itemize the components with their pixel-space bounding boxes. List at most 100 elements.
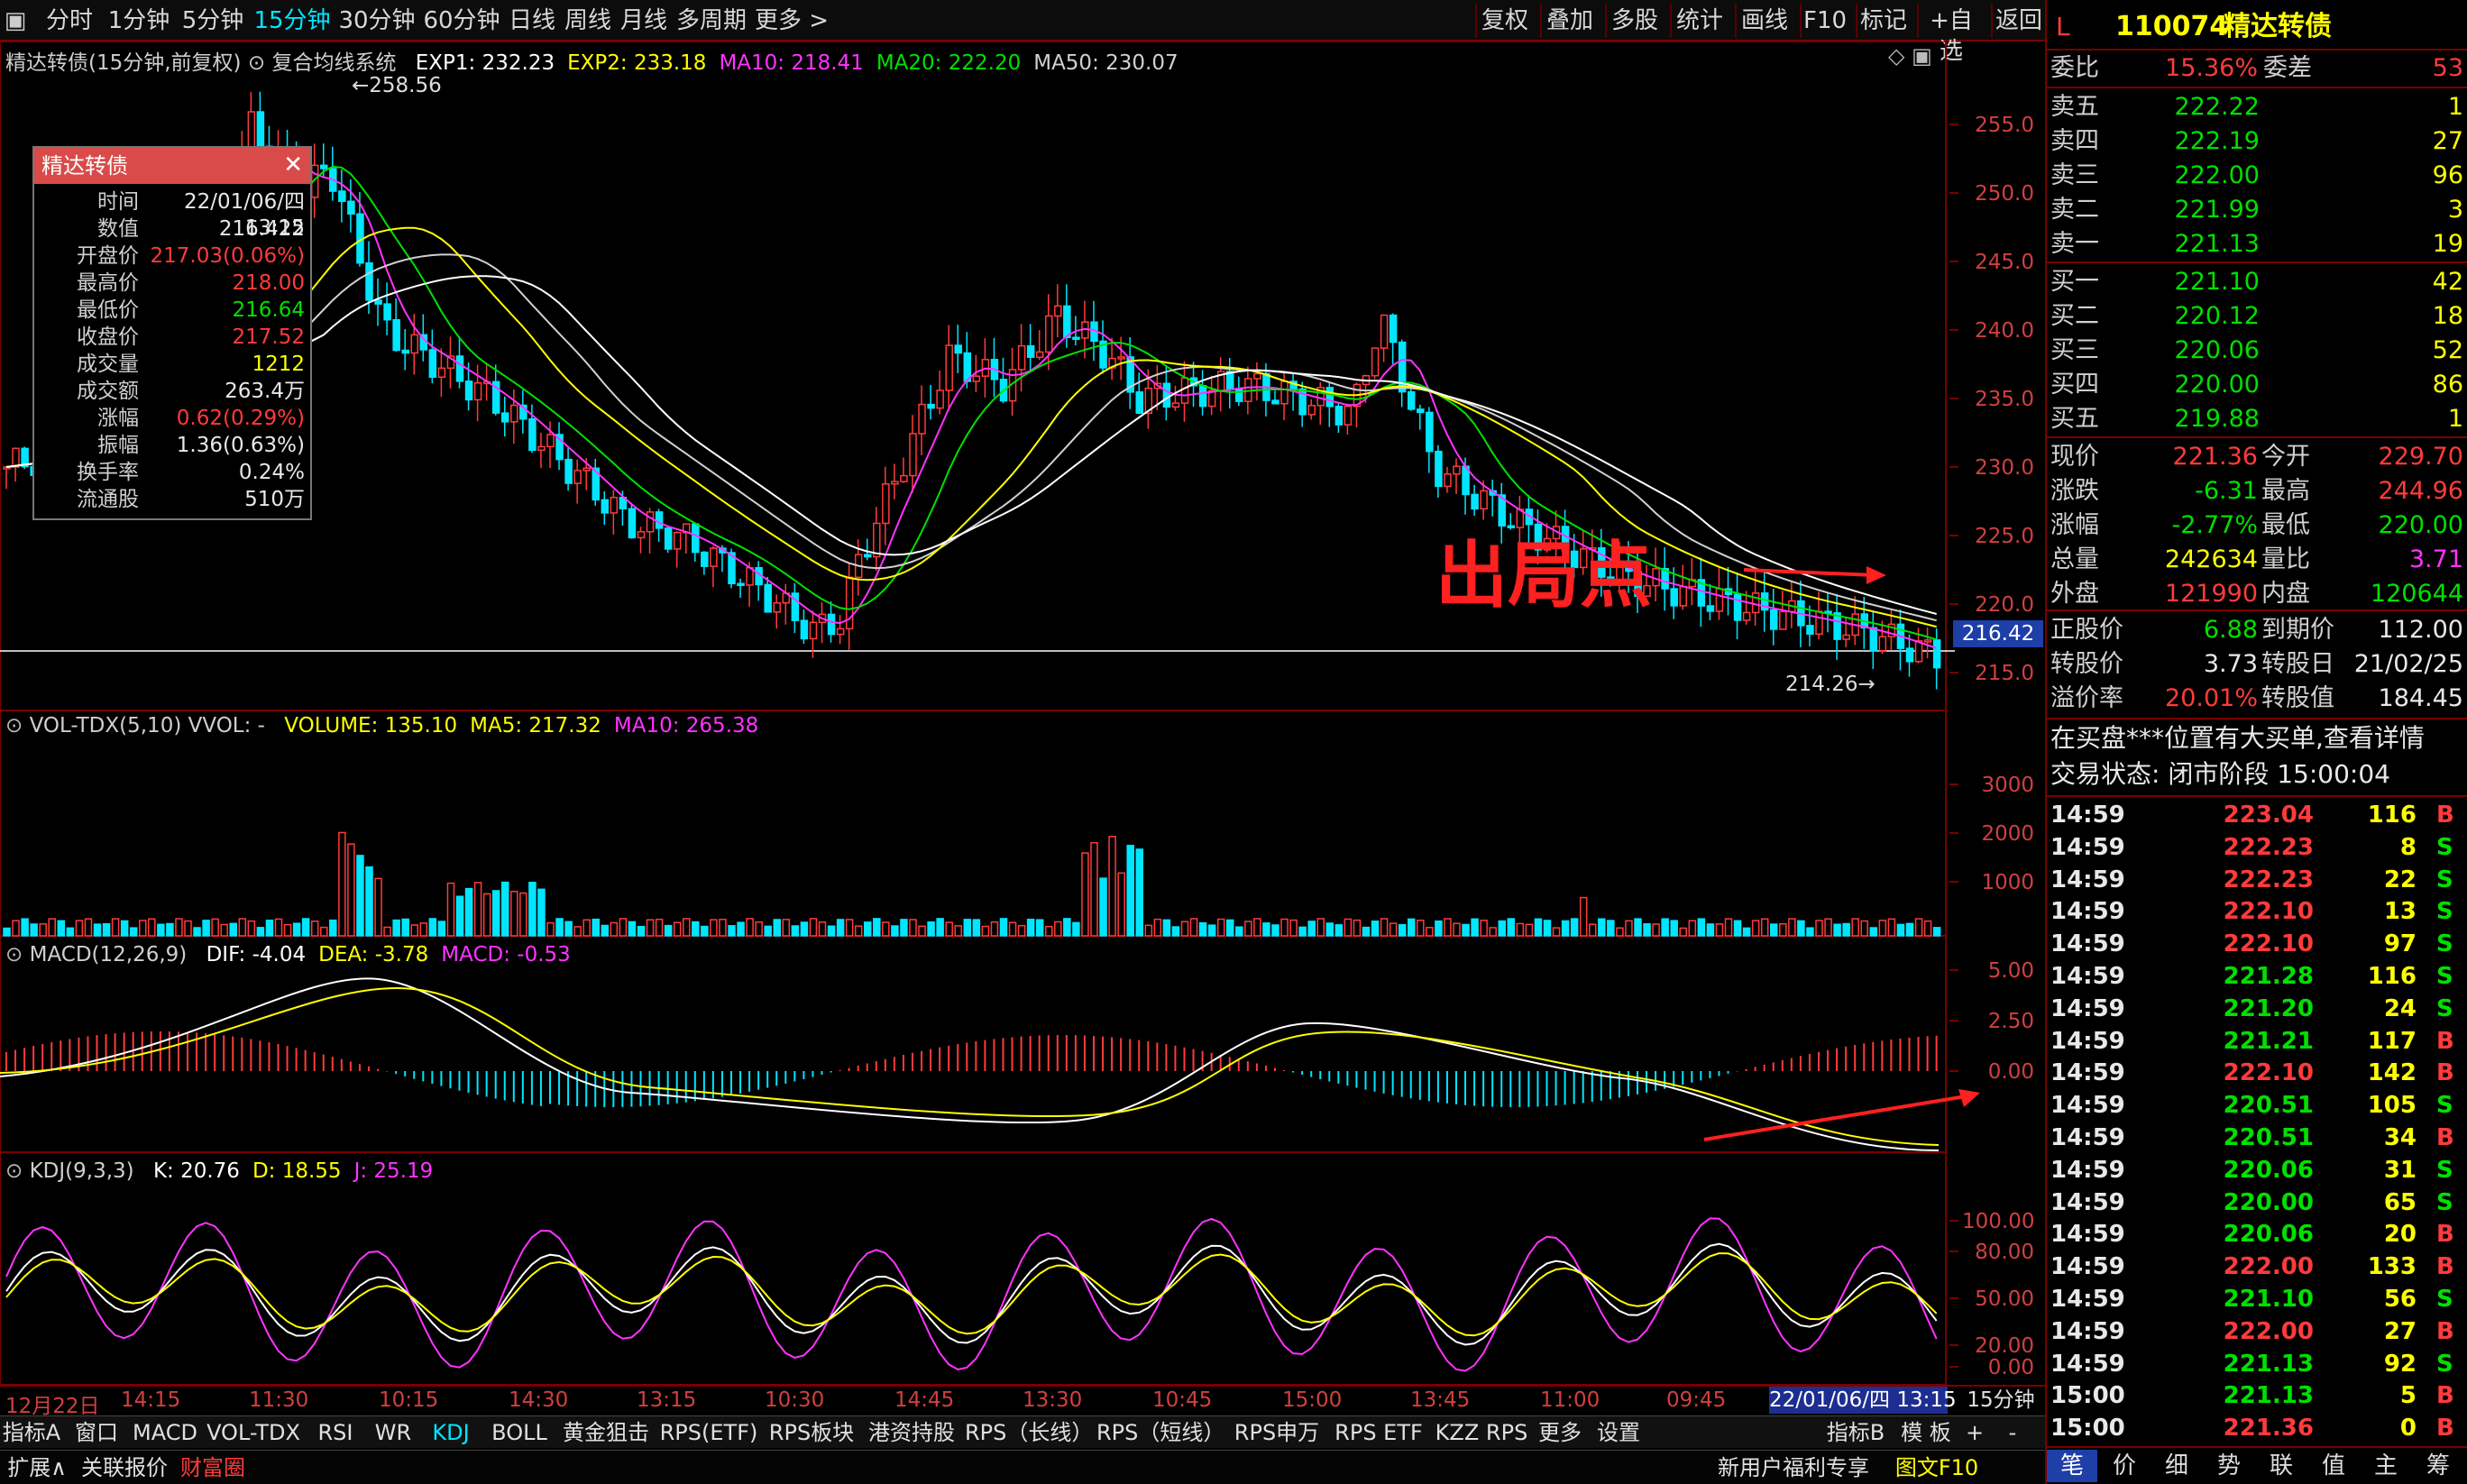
order-ratio-label: 委比 <box>2050 54 2099 82</box>
indicator-tab[interactable]: RPS（短线） <box>1096 1420 1225 1445</box>
security-code: 110074 <box>2115 11 2229 42</box>
graphic-f10-link[interactable]: 图文F10 <box>1894 1455 1979 1480</box>
collapse-icon[interactable]: ⊙ <box>5 714 23 737</box>
period-tab[interactable]: 多周期 <box>675 7 747 34</box>
indicator-tab[interactable]: 港资持股 <box>868 1420 955 1445</box>
indicator-tab[interactable]: RPS(ETF) <box>659 1420 758 1445</box>
quote-bottom-tab[interactable]: 势 <box>2204 1450 2254 1482</box>
new-user-benefits-link[interactable]: 新用户福利专享 <box>1718 1455 1869 1480</box>
close-icon[interactable]: ✕ <box>283 151 303 179</box>
tick-time: 14:59 <box>2050 930 2125 958</box>
stat-label: 最高 <box>2261 477 2310 505</box>
tick-row: 14:59 220.00 65 S <box>2047 1186 2467 1219</box>
toolbar-action-button[interactable]: 标记 <box>1859 7 1907 34</box>
quote-bottom-tab[interactable]: 联 <box>2256 1450 2307 1482</box>
indicator-a-button[interactable]: 指标A <box>2 1420 61 1445</box>
indicator-tab[interactable]: WR <box>374 1420 412 1445</box>
kdj-j-line <box>5 1217 1938 1372</box>
time-axis-label: 09:45 <box>1666 1388 1727 1412</box>
period-tab[interactable]: 60分钟 <box>423 7 500 34</box>
quote-bottom-tab[interactable]: 主 <box>2361 1450 2411 1482</box>
period-tab[interactable]: 更多 > <box>754 7 830 34</box>
period-tab[interactable]: 日线 <box>508 7 555 34</box>
pane-tools-icon[interactable]: ◇ ▣ <box>1888 43 1932 69</box>
period-tab[interactable]: 分时 <box>45 7 93 34</box>
y-axis-tick: 0.00 <box>1987 1060 2034 1084</box>
period-tab[interactable]: 1分钟 <box>107 7 170 34</box>
tick-row: 14:59 222.00 27 B <box>2047 1315 2467 1348</box>
related-quotes-button[interactable]: 关联报价 <box>81 1455 168 1480</box>
toolbar-action-button[interactable]: 多股 <box>1610 7 1658 34</box>
quote-bottom-tab[interactable]: 价 <box>2099 1450 2150 1482</box>
toolbar-action-button[interactable]: +自选 <box>1930 7 1973 65</box>
order-book-volume: 1 <box>2447 93 2463 121</box>
security-title: 精达转债(15分钟,前复权) <box>5 51 242 75</box>
order-book-label: 买五 <box>2050 405 2099 433</box>
high-marker: ←258.56 <box>352 74 442 97</box>
toolbar-action-button[interactable]: F10 <box>1803 7 1848 34</box>
indicator-tab[interactable]: VOL-TDX <box>206 1420 300 1445</box>
y-axis-tick: 50.00 <box>1975 1287 2034 1311</box>
menu-icon[interactable]: ▣ <box>4 7 27 34</box>
quote-bottom-tab[interactable]: 值 <box>2308 1450 2359 1482</box>
wealth-circle-button[interactable]: 财富圈 <box>180 1455 245 1480</box>
stat-value: -6.31 <box>2195 477 2258 505</box>
collapse-icon[interactable]: ⊙ <box>5 943 23 966</box>
indicator-tab[interactable]: RSI <box>317 1420 353 1445</box>
period-tab[interactable]: 30分钟 <box>338 7 416 34</box>
indicator-tab[interactable]: RPS申万 <box>1234 1420 1320 1445</box>
indicator-tab[interactable]: 设置 <box>1597 1420 1640 1445</box>
popup-row-value: 22/01/06/四 13:15 <box>183 190 305 240</box>
quote-stat-row: 现价 221.36 今开 229.70 <box>2047 440 2467 474</box>
indicator-b-control[interactable]: 模 板 <box>1901 1420 1951 1445</box>
order-book-row: 买三 220.06 52 <box>2047 334 2467 368</box>
order-book-row: 买二 220.12 18 <box>2047 299 2467 334</box>
indicator-tab[interactable]: RPS（长线） <box>965 1420 1094 1445</box>
ma-system-name[interactable]: 复合均线系统 <box>271 51 397 75</box>
tick-volume: 92 <box>2383 1350 2417 1378</box>
indicator-tab[interactable]: 黄金狙击 <box>563 1420 649 1445</box>
indicator-tab[interactable]: KDJ <box>432 1420 470 1445</box>
period-tab[interactable]: 周线 <box>564 7 611 34</box>
stat-label: 今开 <box>2261 443 2310 471</box>
indicator-tab[interactable]: KZZ RPS <box>1435 1420 1528 1445</box>
indicator-tab[interactable]: BOLL <box>491 1420 547 1445</box>
indicator-tab[interactable]: 更多 <box>1538 1420 1582 1445</box>
tick-volume: 8 <box>2399 833 2417 861</box>
indicator-b-control[interactable]: 指标B <box>1826 1420 1885 1445</box>
quote-bottom-tab[interactable]: 笔 <box>2047 1450 2097 1482</box>
toolbar-action-button[interactable]: 叠加 <box>1545 7 1593 34</box>
indicator-tab[interactable]: RPS板块 <box>768 1420 855 1445</box>
order-book-price: 221.99 <box>2174 196 2260 224</box>
tick-time: 14:59 <box>2050 1253 2125 1281</box>
big-order-notice[interactable]: 在买盘***位置有大买单,查看详情 <box>2047 721 2467 756</box>
tick-time: 14:59 <box>2050 1221 2125 1249</box>
tick-side: S <box>2436 1350 2453 1378</box>
expand-button[interactable]: 扩展∧ <box>7 1455 67 1480</box>
expand-icon[interactable]: ⊙ <box>247 51 266 75</box>
quote-bottom-tab[interactable]: 筹 <box>2413 1450 2463 1482</box>
tick-side: S <box>2436 833 2453 861</box>
indicator-tab[interactable]: 窗口 <box>75 1420 118 1445</box>
collapse-icon[interactable]: ⊙ <box>5 1159 23 1183</box>
toolbar-action-button[interactable]: 返回 <box>1995 7 2042 34</box>
tick-row: 14:59 223.04 116 B <box>2047 799 2467 831</box>
quote-bottom-tab[interactable]: 细 <box>2151 1450 2202 1482</box>
tick-price: 221.36 <box>2223 1415 2314 1443</box>
stat-value: 242634 <box>2164 545 2258 573</box>
period-tab[interactable]: 月线 <box>619 7 667 34</box>
period-tab[interactable]: 15分钟 <box>253 7 331 34</box>
toolbar-action-button[interactable]: 复权 <box>1481 7 1528 34</box>
chart-area[interactable]: 精达转债(15分钟,前复权) ⊙ 复合均线系统 EXP1: 232.23 EXP2… <box>0 41 2045 1388</box>
indicator-b-control[interactable]: - <box>2008 1420 2017 1445</box>
toolbar-action-button[interactable]: 画线 <box>1740 7 1788 34</box>
indicator-b-control[interactable]: + <box>1965 1420 1985 1445</box>
indicator-tab[interactable]: MACD <box>133 1420 197 1445</box>
indicator-tab[interactable]: RPS ETF <box>1334 1420 1423 1445</box>
data-popup[interactable]: 精达转债 ✕ 时间 22/01/06/四 13:15 数值 216.422 开盘价 217… <box>32 146 312 520</box>
period-label[interactable]: 15分钟 <box>1967 1388 2035 1412</box>
notice-text[interactable]: 在买盘***位置有大买单,查看详情 <box>2050 723 2425 753</box>
toolbar-action-button[interactable]: 统计 <box>1675 7 1723 34</box>
tick-volume: 5 <box>2399 1382 2417 1410</box>
period-tab[interactable]: 5分钟 <box>181 7 244 34</box>
